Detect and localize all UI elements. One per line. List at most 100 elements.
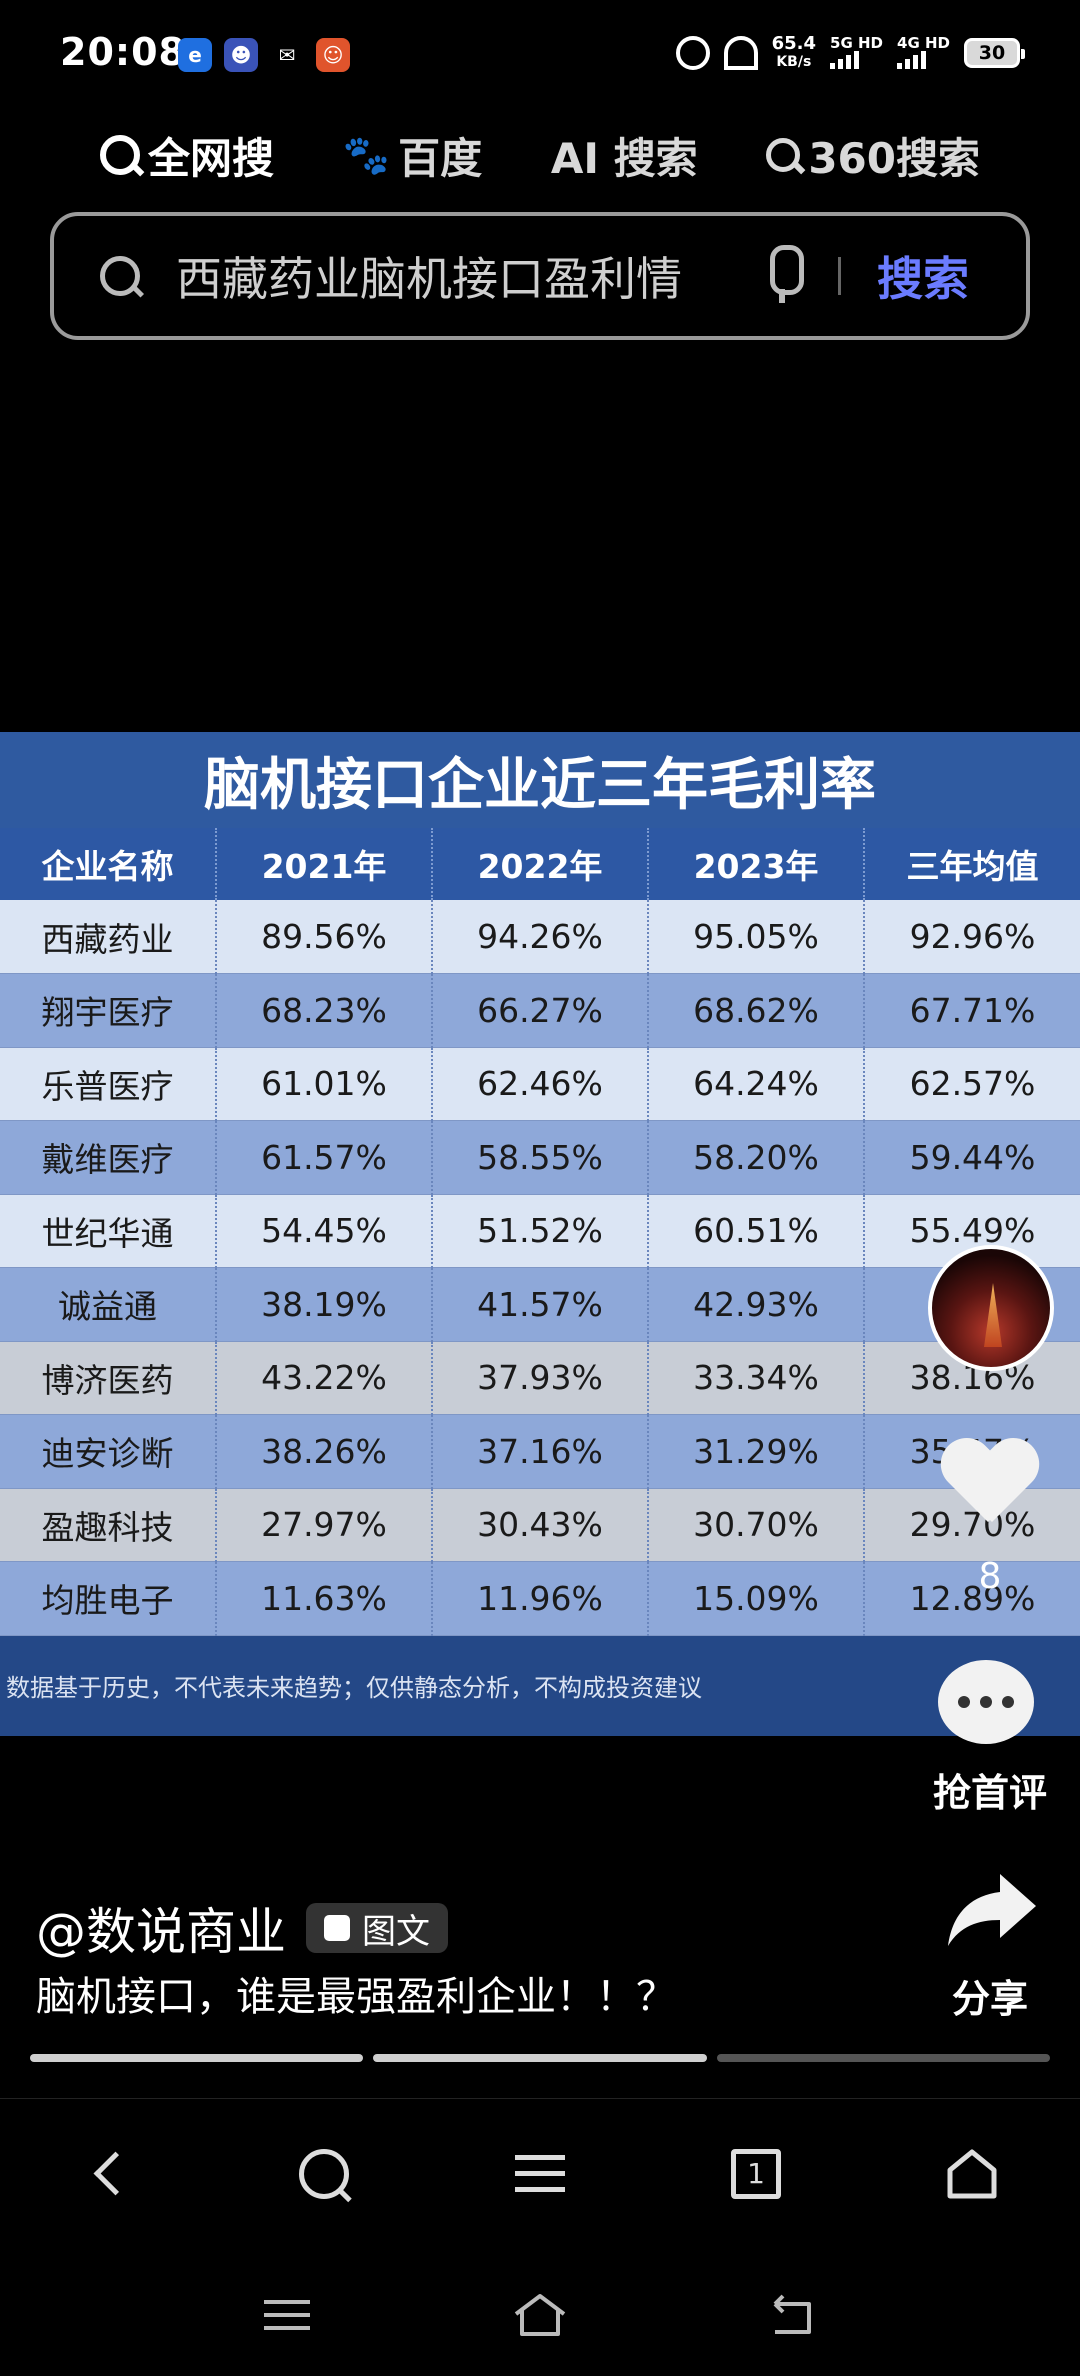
search-button[interactable]: 搜索 [877, 252, 969, 306]
margin-value-cell: 42.93% [648, 1267, 865, 1342]
browser-app-icon: e [178, 38, 212, 72]
tab-360-search[interactable]: 360搜索 [766, 125, 980, 186]
alarm-icon [675, 36, 710, 70]
tab-all-web-search[interactable]: 全网搜 [100, 125, 274, 186]
margin-value-cell: 27.97% [216, 1488, 433, 1562]
table-row: 戴维医疗 61.57% 58.55% 58.20% 59.44% [0, 1120, 1080, 1195]
margin-value-cell: 89.56% [216, 900, 433, 974]
browser-toolbar: 1 [0, 2098, 1080, 2248]
author-name[interactable]: @数说商业 [36, 1903, 286, 1961]
table-row: 翔宇医疗 68.23% 66.27% 68.62% 67.71% [0, 973, 1080, 1048]
margin-value-cell: 61.01% [216, 1047, 433, 1121]
divider [838, 257, 841, 295]
menu-icon[interactable] [500, 2134, 580, 2214]
company-name-cell: 翔宇医疗 [0, 973, 217, 1048]
table-header-row: 企业名称 2021年 2022年 2023年 三年均值 [0, 828, 1080, 900]
margin-value-cell: 12.89% [864, 1561, 1080, 1636]
search-input[interactable] [176, 249, 736, 303]
header-cell: 2023年 [648, 828, 865, 900]
tabs-count-icon[interactable]: 1 [731, 2148, 781, 2199]
baidu-paw-icon: 🐾 [342, 132, 391, 177]
margin-value-cell: 62.46% [432, 1047, 649, 1121]
clock: 20:08 [60, 30, 186, 74]
system-navigation-bar [0, 2260, 1080, 2370]
margin-value-cell: 58.20% [648, 1120, 865, 1195]
margin-value-cell: 95.05% [648, 900, 865, 974]
image-text-icon [318, 1915, 350, 1953]
progress-segment [373, 2054, 707, 2062]
like-heart-icon[interactable] [940, 1440, 1040, 1540]
share-label[interactable]: 分享 [951, 1977, 1028, 2021]
company-name-cell: 世纪华通 [0, 1194, 217, 1268]
company-name-cell: 乐普医疗 [0, 1047, 217, 1121]
margin-value-cell: 66.27% [432, 973, 649, 1048]
share-arrow-icon[interactable] [946, 1870, 1038, 1950]
status-bar: 20:08 e ☻ ✉ ☺ 65.4 KB/s 5G HD 4G HD 30 [0, 0, 1080, 110]
post-caption: 脑机接口，谁是最强盈利企业！！？ [36, 1974, 676, 2020]
search-engine-tabs: 全网搜 🐾 百度 AI 搜索 360搜索 [100, 120, 980, 190]
margin-value-cell: 38.19% [216, 1267, 433, 1342]
author-avatar[interactable] [928, 1245, 1054, 1371]
margin-value-cell: 54.45% [216, 1194, 433, 1268]
post-image[interactable]: 脑机接口企业近三年毛利率 企业名称 2021年 2022年 2023年 三年均值… [0, 732, 1080, 1736]
sim1-signal: 5G HD [830, 35, 883, 72]
status-indicators: 65.4 KB/s 5G HD 4G HD 30 [675, 33, 1025, 72]
system-home-icon[interactable] [510, 2290, 570, 2340]
table-row: 乐普医疗 61.01% 62.46% 64.24% 62.57% [0, 1047, 1080, 1121]
home-icon[interactable] [932, 2134, 1012, 2214]
table-row: 盈趣科技 27.97% 30.43% 30.70% 29.70% [0, 1488, 1080, 1562]
margin-value-cell: 31.29% [648, 1414, 865, 1489]
margin-value-cell: 61.57% [216, 1120, 433, 1195]
system-back-icon[interactable] [763, 2290, 823, 2340]
search-icon [100, 256, 140, 296]
network-speed: 65.4 KB/s [771, 33, 817, 70]
like-count: 8 [978, 1556, 1002, 1597]
progress-segment [716, 2054, 1050, 2062]
margin-value-cell: 15.09% [648, 1561, 865, 1636]
margin-value-cell: 59.44% [864, 1120, 1080, 1195]
margin-value-cell: 11.96% [432, 1561, 649, 1636]
margin-value-cell: 68.23% [216, 973, 433, 1048]
company-name-cell: 盈趣科技 [0, 1488, 217, 1562]
margin-value-cell: 64.24% [648, 1047, 865, 1121]
margin-value-cell: 11.63% [216, 1561, 433, 1636]
disclaimer: 数据基于历史，不代表未来趋势；仅供静态分析，不构成投资建议 [0, 1635, 1080, 1736]
margin-value-cell: 67.71% [864, 973, 1080, 1048]
table-row: 均胜电子 11.63% 11.96% 15.09% 12.89% [0, 1561, 1080, 1636]
margin-value-cell: 41.57% [432, 1267, 649, 1342]
margin-value-cell: 43.22% [216, 1341, 433, 1415]
margin-value-cell: 60.51% [648, 1194, 865, 1268]
company-name-cell: 博济医药 [0, 1341, 217, 1415]
tab-ai-search[interactable]: AI 搜索 [550, 133, 698, 183]
margin-value-cell: 33.34% [648, 1341, 865, 1415]
table-row: 迪安诊断 38.26% 37.16% 31.29% 35.57% [0, 1414, 1080, 1489]
table-row: 西藏药业 89.56% 94.26% 95.05% 92.96% [0, 900, 1080, 974]
table-row: 世纪华通 54.45% 51.52% 60.51% 55.49% [0, 1194, 1080, 1268]
margin-value-cell: 30.43% [432, 1488, 649, 1562]
tab-baidu[interactable]: 🐾 百度 [342, 132, 483, 183]
post-author-row: @数说商业 图文 [36, 1892, 448, 1964]
company-name-cell: 戴维医疗 [0, 1120, 217, 1195]
margin-value-cell: 58.55% [432, 1120, 649, 1195]
microphone-icon[interactable] [762, 245, 804, 307]
image-progress-indicator [30, 2054, 1050, 2062]
sim2-signal: 4G HD [897, 35, 950, 72]
margin-value-cell: 35.57% [864, 1414, 1080, 1489]
recent-apps-icon[interactable] [257, 2290, 317, 2340]
company-name-cell: 均胜电子 [0, 1561, 217, 1636]
margin-value-cell: 38.26% [216, 1414, 433, 1489]
gross-margin-table: 企业名称 2021年 2022年 2023年 三年均值 西藏药业 89.56% 94… [0, 828, 1080, 1636]
back-icon[interactable] [68, 2134, 148, 2214]
speedometer-icon [723, 36, 758, 70]
company-name-cell: 诚益通 [0, 1267, 217, 1342]
table-title: 脑机接口企业近三年毛利率 [0, 732, 1080, 828]
notification-icons: e ☻ ✉ ☺ [178, 38, 350, 72]
margin-value-cell: 37.93% [432, 1341, 649, 1415]
header-cell: 2021年 [216, 828, 433, 900]
comment-label[interactable]: 抢首评 [932, 1771, 1047, 1815]
margin-value-cell: 37.16% [432, 1414, 649, 1489]
company-name-cell: 西藏药业 [0, 900, 217, 974]
comment-icon[interactable] [938, 1660, 1034, 1744]
search-icon[interactable] [284, 2134, 364, 2214]
